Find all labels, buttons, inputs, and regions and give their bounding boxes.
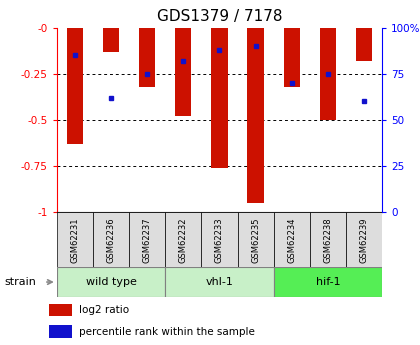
Bar (247, 28, 264, 203)
Text: hif-1: hif-1 (316, 277, 340, 287)
Text: log2 ratio: log2 ratio (79, 305, 129, 315)
Bar (50, 325, 71, 338)
Bar (356, 28, 372, 61)
Bar (201, 212, 238, 267)
Text: GSM62233: GSM62233 (215, 217, 224, 263)
Bar (129, 212, 165, 267)
Bar (310, 212, 346, 267)
Bar (93, 212, 129, 267)
Text: wild type: wild type (86, 277, 136, 287)
Bar (274, 267, 382, 297)
Bar (165, 212, 201, 267)
Bar (67, 28, 83, 144)
Text: GSM62235: GSM62235 (251, 217, 260, 263)
Title: GDS1379 / 7178: GDS1379 / 7178 (157, 9, 282, 24)
Bar (211, 28, 228, 168)
Bar (274, 212, 310, 267)
Bar (57, 212, 93, 267)
Bar (238, 212, 274, 267)
Bar (50, 304, 71, 316)
Text: GSM62238: GSM62238 (323, 217, 333, 263)
Text: GSM62239: GSM62239 (360, 217, 369, 263)
Text: percentile rank within the sample: percentile rank within the sample (79, 327, 255, 336)
Bar (175, 28, 192, 116)
Bar (103, 28, 119, 52)
Bar (284, 28, 300, 87)
Text: strain: strain (4, 277, 36, 287)
Text: GSM62232: GSM62232 (179, 217, 188, 263)
Text: vhl-1: vhl-1 (205, 277, 234, 287)
Bar (139, 28, 155, 87)
Text: GSM62237: GSM62237 (143, 217, 152, 263)
Bar (57, 267, 165, 297)
Text: GSM62236: GSM62236 (106, 217, 116, 263)
Bar (165, 267, 274, 297)
Bar (346, 212, 382, 267)
Text: GSM62234: GSM62234 (287, 217, 296, 263)
Bar (320, 28, 336, 120)
Text: GSM62231: GSM62231 (70, 217, 79, 263)
